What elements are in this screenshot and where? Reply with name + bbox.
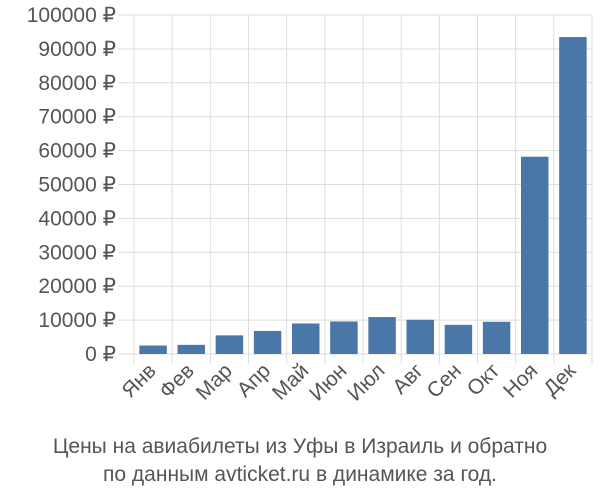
x-tick-label: Янв — [118, 359, 161, 402]
bar — [177, 344, 205, 354]
chart-grid — [118, 14, 593, 364]
x-tick-label: Сен — [422, 359, 465, 402]
bar — [444, 324, 473, 354]
bar — [406, 319, 434, 354]
bar — [253, 330, 282, 354]
bar — [292, 323, 320, 354]
bar — [521, 156, 549, 354]
bar — [368, 317, 396, 354]
chart-caption-line-2: по данным avticket.ru в динамике за год. — [103, 463, 497, 486]
x-tick-label: Ноя — [499, 359, 542, 402]
x-tick-label: Июл — [343, 359, 389, 405]
bar — [482, 321, 511, 354]
bar — [330, 321, 358, 354]
y-tick-label: 10000 ₽ — [38, 309, 116, 332]
x-tick-label: Май — [268, 359, 313, 404]
bar — [215, 335, 244, 354]
y-tick-label: 0 ₽ — [85, 343, 116, 366]
y-tick-label: 40000 ₽ — [38, 207, 116, 230]
y-tick-label: 50000 ₽ — [38, 174, 116, 197]
x-tick-label: Фев — [155, 359, 199, 403]
y-tick-label: 100000 ₽ — [27, 4, 116, 27]
x-tick-label: Авг — [388, 359, 428, 399]
y-tick-label: 70000 ₽ — [38, 106, 116, 129]
x-tick-label: Дек — [539, 359, 581, 401]
bar — [559, 37, 587, 354]
y-tick-label: 60000 ₽ — [38, 140, 116, 163]
x-tick-label: Мар — [192, 359, 237, 404]
bar — [139, 345, 167, 354]
y-tick-label: 80000 ₽ — [38, 72, 116, 95]
y-tick-label: 20000 ₽ — [38, 275, 116, 298]
y-axis: 0 ₽ 10000 ₽ 20000 ₽ 30000 ₽ 40000 ₽ 50000 ₽ 60… — [27, 4, 116, 366]
x-tick-label: Окт — [463, 359, 505, 401]
chart-bars — [139, 37, 587, 354]
y-tick-label: 90000 ₽ — [38, 38, 116, 61]
x-tick-label: Апр — [233, 359, 275, 401]
y-tick-label: 30000 ₽ — [38, 241, 116, 264]
chart-caption-line-1: Цены на авиабилеты из Уфы в Израиль и об… — [52, 435, 548, 458]
x-tick-label: Июн — [305, 359, 351, 405]
